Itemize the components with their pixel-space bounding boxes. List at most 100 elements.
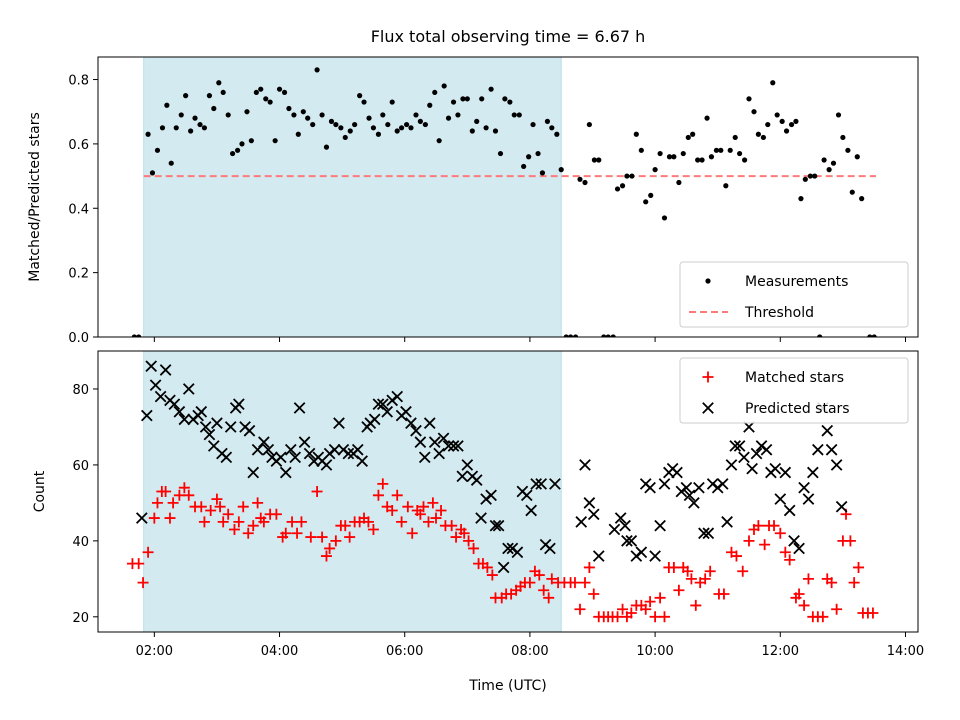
data-point xyxy=(859,196,865,202)
data-point xyxy=(436,138,442,144)
data-point xyxy=(142,546,154,558)
data-point xyxy=(458,527,470,539)
data-point xyxy=(871,334,877,337)
legend: Measurements Threshold xyxy=(679,261,909,328)
data-point xyxy=(752,520,764,532)
data-point xyxy=(617,603,629,615)
x-tick-label: 08:00 xyxy=(511,644,548,659)
data-point xyxy=(300,109,306,115)
data-point xyxy=(377,478,389,490)
data-point xyxy=(765,121,771,128)
data-point xyxy=(475,512,487,524)
data-point xyxy=(807,173,813,179)
y-tick-label: 40 xyxy=(72,535,89,550)
data-point xyxy=(468,542,480,554)
data-point xyxy=(718,147,724,153)
x-tick-label: 04:00 xyxy=(261,644,298,659)
data-point xyxy=(817,611,829,623)
data-point xyxy=(826,577,838,589)
data-point xyxy=(654,519,666,532)
data-point xyxy=(342,134,348,141)
data-point xyxy=(423,417,436,429)
data-point xyxy=(234,147,241,153)
data-point xyxy=(270,508,282,520)
data-point xyxy=(488,86,494,92)
data-point xyxy=(530,478,543,490)
data-point xyxy=(253,89,259,96)
data-point xyxy=(333,417,345,429)
data-point xyxy=(635,546,648,559)
data-point xyxy=(812,443,824,456)
data-point xyxy=(577,176,583,182)
data-point xyxy=(489,519,502,532)
data-point xyxy=(671,154,677,160)
data-point xyxy=(381,405,394,418)
data-point xyxy=(289,451,302,464)
data-point xyxy=(362,516,374,528)
data-point xyxy=(682,565,694,577)
data-point xyxy=(316,531,328,543)
data-point xyxy=(164,102,170,108)
data-point xyxy=(826,167,832,173)
y-tick-label: 0.4 xyxy=(68,202,89,217)
data-point xyxy=(446,520,458,532)
data-point xyxy=(203,428,216,441)
data-point xyxy=(733,440,746,452)
data-point xyxy=(587,508,600,521)
data-point xyxy=(140,409,153,422)
data-point xyxy=(591,157,597,163)
data-point xyxy=(676,179,682,186)
data-point xyxy=(248,138,254,144)
data-point xyxy=(751,109,757,115)
data-point xyxy=(526,154,532,160)
data-point xyxy=(481,561,493,573)
shaded-observing-window xyxy=(143,57,562,337)
data-point xyxy=(437,432,450,445)
data-point xyxy=(396,516,408,528)
data-point xyxy=(479,96,485,102)
data-point xyxy=(554,131,560,137)
data-point xyxy=(596,157,602,163)
data-point xyxy=(222,508,234,520)
shaded-observing-window xyxy=(143,351,562,632)
data-point xyxy=(135,512,148,524)
data-point xyxy=(137,577,149,589)
data-point xyxy=(320,459,333,471)
data-point xyxy=(629,173,635,179)
data-point xyxy=(295,131,301,137)
data-point xyxy=(413,112,419,118)
data-point xyxy=(483,125,489,131)
data-point xyxy=(328,118,335,124)
data-point xyxy=(867,607,879,619)
data-point xyxy=(328,443,341,456)
data-point xyxy=(750,447,763,460)
axes-frame xyxy=(97,350,919,633)
data-point xyxy=(835,500,848,513)
data-point xyxy=(441,83,447,89)
data-point xyxy=(351,443,364,456)
data-point xyxy=(605,334,611,337)
data-point xyxy=(136,334,142,337)
bottom-panel-counts: 20 40 60 80 02:00 04:00 06:00 08:00 10:00 12:00 14… xyxy=(32,350,924,694)
data-point xyxy=(211,105,217,112)
legend-marker-matched xyxy=(702,371,714,383)
data-point xyxy=(461,459,474,471)
data-point xyxy=(311,486,323,497)
data-point xyxy=(793,118,799,124)
data-point xyxy=(812,173,818,179)
data-point xyxy=(252,497,264,509)
data-point xyxy=(497,561,510,574)
data-point xyxy=(474,118,480,124)
legend-box xyxy=(679,261,909,328)
data-point xyxy=(583,561,595,573)
data-point xyxy=(394,128,400,134)
data-point xyxy=(673,584,685,596)
x-tick-label: 12:00 xyxy=(762,644,799,659)
data-point xyxy=(644,481,656,494)
data-point xyxy=(291,527,303,539)
data-point xyxy=(262,443,275,456)
data-point xyxy=(567,334,574,337)
data-point xyxy=(188,128,194,134)
data-point xyxy=(658,478,671,490)
data-point xyxy=(178,112,184,118)
